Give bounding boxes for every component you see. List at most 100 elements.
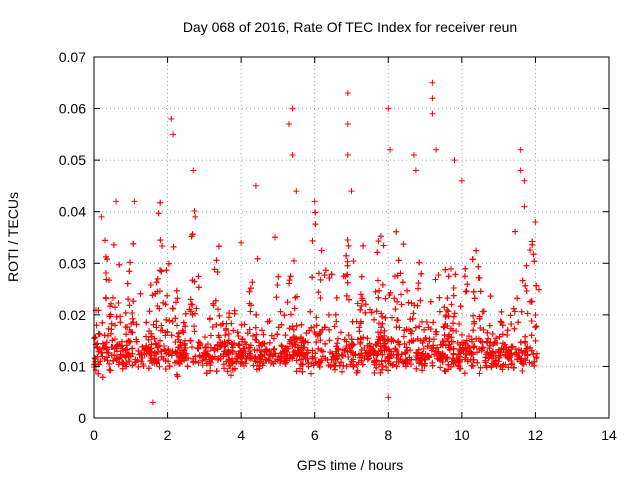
y-tick-label: 0.06 — [59, 101, 86, 117]
data-point — [434, 344, 441, 351]
data-point — [228, 372, 234, 379]
data-point — [344, 90, 351, 97]
data-point — [341, 336, 348, 343]
data-point — [108, 326, 115, 333]
data-point — [377, 369, 384, 376]
data-point — [412, 167, 419, 174]
data-point — [487, 293, 494, 300]
data-point — [273, 294, 280, 301]
data-point — [332, 311, 339, 318]
data-point — [122, 361, 129, 368]
data-point — [407, 316, 414, 323]
data-point — [322, 267, 329, 274]
data-point — [528, 318, 535, 324]
data-point — [173, 350, 180, 357]
data-point — [133, 321, 140, 328]
data-point — [298, 346, 305, 353]
data-point — [344, 271, 351, 278]
data-point — [462, 288, 469, 295]
data-point — [533, 323, 540, 330]
data-point — [175, 330, 182, 337]
data-point — [471, 295, 478, 302]
data-point — [108, 352, 115, 359]
chart-title: Day 068 of 2016, Rate Of TEC Index for r… — [183, 19, 517, 35]
data-point — [290, 353, 297, 360]
data-point — [429, 95, 436, 102]
data-point — [357, 318, 364, 325]
data-point — [299, 337, 306, 344]
data-point — [126, 268, 133, 275]
data-point — [518, 355, 525, 362]
data-point — [250, 362, 257, 369]
data-point — [309, 237, 316, 244]
data-point — [359, 361, 366, 368]
data-point — [499, 363, 506, 370]
data-point — [515, 319, 522, 326]
data-point — [159, 327, 166, 334]
data-point — [366, 340, 373, 347]
data-point — [163, 267, 170, 274]
data-point — [399, 279, 406, 286]
data-point — [470, 288, 477, 295]
data-point — [445, 273, 452, 280]
data-point — [165, 346, 172, 353]
data-point — [189, 344, 195, 351]
data-point — [192, 358, 199, 365]
data-point — [348, 358, 355, 365]
data-point — [411, 152, 417, 158]
data-point — [404, 287, 411, 294]
data-point — [533, 282, 540, 289]
data-point — [474, 349, 480, 356]
data-point — [176, 354, 183, 361]
data-point — [236, 342, 243, 349]
data-point — [199, 357, 206, 364]
data-point — [385, 355, 392, 362]
data-point — [445, 313, 452, 320]
data-point — [511, 308, 518, 315]
data-point — [429, 79, 436, 86]
data-point — [146, 308, 153, 315]
data-point — [496, 348, 503, 355]
data-point — [523, 262, 530, 269]
data-point — [155, 210, 162, 217]
data-point — [129, 310, 136, 316]
data-point — [153, 318, 160, 325]
data-point — [112, 304, 118, 311]
data-point — [217, 343, 223, 350]
data-point — [415, 285, 421, 292]
data-point — [343, 252, 350, 259]
y-tick-label: 0.01 — [59, 358, 86, 374]
data-point — [293, 368, 300, 375]
data-point — [469, 256, 476, 263]
data-point — [490, 360, 497, 367]
data-point — [195, 284, 202, 291]
data-point — [464, 281, 471, 288]
data-point — [362, 309, 369, 316]
data-point — [387, 146, 394, 153]
data-point — [304, 355, 310, 362]
data-point — [480, 344, 487, 351]
data-point — [375, 294, 382, 301]
data-point — [358, 302, 365, 309]
data-point — [515, 353, 522, 360]
data-point — [253, 331, 260, 338]
data-point — [153, 324, 160, 331]
data-point — [123, 342, 130, 349]
data-point — [400, 241, 407, 248]
data-point — [492, 353, 499, 359]
data-point — [162, 332, 169, 339]
data-point — [468, 362, 475, 369]
data-point — [385, 367, 391, 374]
data-point — [373, 357, 380, 364]
data-point — [392, 346, 399, 353]
data-point — [212, 297, 219, 304]
data-point — [374, 249, 381, 256]
data-point — [291, 339, 298, 346]
data-point — [311, 329, 318, 335]
data-point — [420, 345, 427, 352]
data-point — [122, 309, 129, 316]
data-point — [454, 340, 461, 346]
data-point — [241, 363, 247, 369]
data-point — [168, 352, 175, 359]
data-point — [536, 286, 542, 293]
